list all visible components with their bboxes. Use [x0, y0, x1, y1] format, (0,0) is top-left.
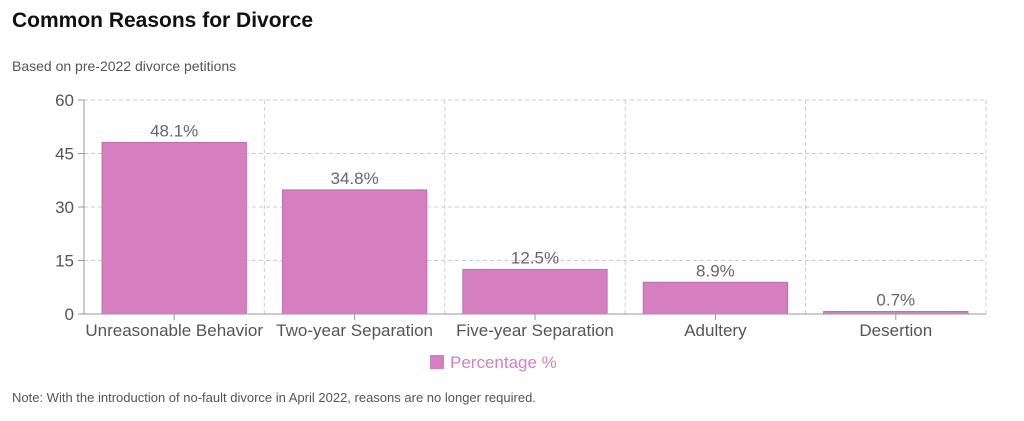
x-tick-label: Unreasonable Behavior [85, 321, 263, 340]
bars: 48.1% 34.8% 12.5% 8.9% 0.7% [101, 121, 969, 315]
y-tick-label: 0 [65, 305, 74, 324]
chart-subtitle: Based on pre-2022 divorce petitions [12, 58, 237, 74]
data-label: 48.1% [150, 121, 198, 140]
y-tick-label: 45 [55, 145, 74, 164]
x-tick-label: Adultery [684, 321, 747, 340]
bar [462, 268, 608, 315]
footnote: Note: With the introduction of no-fault … [12, 390, 536, 405]
legend-label: Percentage % [450, 353, 557, 372]
bar [281, 189, 428, 315]
x-tick-label: Two-year Separation [276, 321, 433, 340]
bar [101, 141, 247, 315]
bar-chart: 48.1% 34.8% 12.5% 8.9% 0.7% 0 15 30 45 60 Unreaso… [55, 91, 987, 372]
x-tick-label: Desertion [859, 321, 932, 340]
y-tick-label: 60 [55, 91, 74, 110]
data-label: 34.8% [330, 169, 378, 188]
legend-swatch [430, 355, 444, 369]
data-label: 0.7% [876, 291, 915, 310]
chart-title: Common Reasons for Divorce [12, 9, 314, 32]
bar [642, 281, 789, 315]
legend[interactable]: Percentage % [430, 353, 557, 372]
data-label: 12.5% [511, 248, 559, 267]
data-label: 8.9% [696, 261, 735, 280]
y-tick-label: 15 [55, 252, 74, 271]
x-tick-label: Five-year Separation [456, 321, 614, 340]
axes: 0 15 30 45 60 Unreasonable Behavior Two-year S… [55, 91, 986, 340]
y-tick-label: 30 [55, 198, 74, 217]
